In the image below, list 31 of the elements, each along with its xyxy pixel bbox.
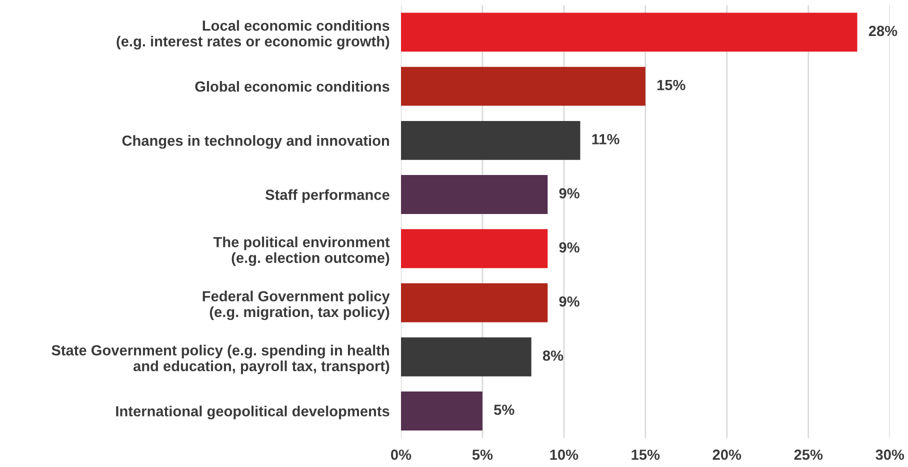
y-tick-label: International geopolitical developments bbox=[116, 406, 390, 420]
data-label: 28% bbox=[868, 26, 898, 36]
y-tick-label: Staff performance bbox=[265, 189, 390, 203]
y-tick-label: Federal Government policy (e.g. migration, tax policy) bbox=[202, 290, 390, 320]
bar bbox=[400, 66, 646, 106]
x-tick-label: 15% bbox=[632, 450, 660, 460]
data-label: 9% bbox=[559, 296, 580, 307]
data-label: 8% bbox=[542, 350, 564, 361]
x-tick-label: 10% bbox=[550, 450, 578, 460]
y-tick-label: Local economic conditions (e.g. interest rates or economic growth) bbox=[116, 20, 390, 50]
x-tick-label: 20% bbox=[712, 450, 742, 460]
y-tick-label: Global economic conditions bbox=[195, 81, 390, 92]
bar bbox=[400, 337, 532, 376]
data-label: 15% bbox=[657, 80, 686, 90]
y-tick-label: State Government policy (e.g. spending in health and education, payroll tax, transport) bbox=[52, 344, 390, 374]
bar bbox=[400, 120, 580, 160]
x-tick-label: 30% bbox=[876, 450, 904, 460]
y-tick-label: The political environment (e.g. election outcome) bbox=[213, 236, 390, 266]
data-label: 11% bbox=[592, 134, 620, 144]
y-tick-label: Changes in technology and innovation bbox=[122, 135, 389, 149]
x-tick-label: 5% bbox=[472, 450, 493, 460]
bar bbox=[400, 229, 548, 268]
x-tick-label: 0% bbox=[391, 450, 412, 460]
bar bbox=[400, 392, 482, 430]
x-tick-label: 25% bbox=[794, 450, 823, 460]
bar bbox=[400, 12, 858, 52]
bar bbox=[400, 175, 548, 214]
data-label: 5% bbox=[494, 404, 514, 415]
data-label: 9% bbox=[559, 188, 580, 198]
bar bbox=[400, 283, 548, 322]
data-label: 9% bbox=[559, 242, 580, 253]
